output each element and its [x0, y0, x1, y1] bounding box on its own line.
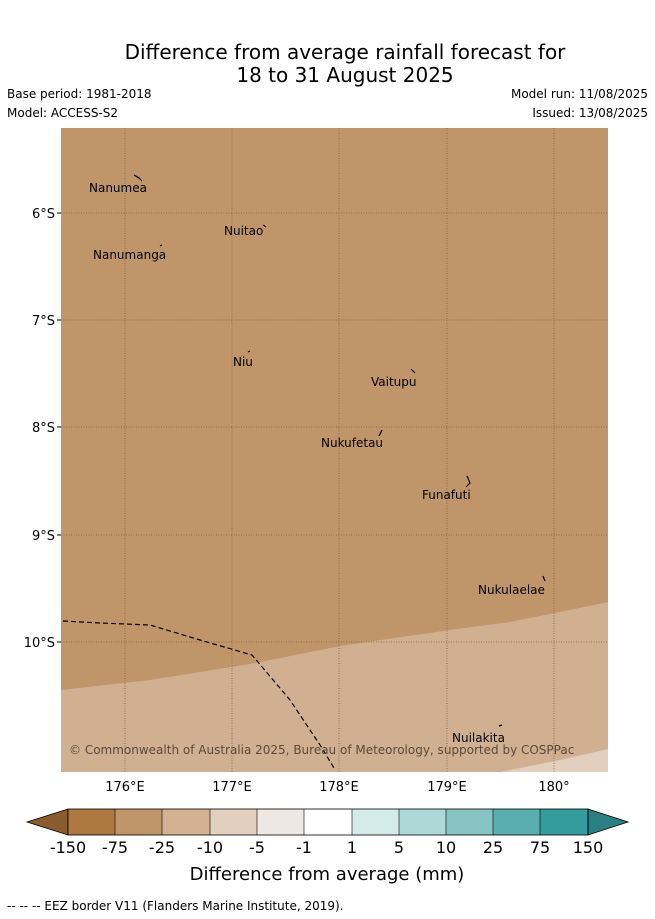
lat-label-10s: 10°S: [24, 636, 55, 651]
colorbar-tick: -10: [197, 838, 223, 857]
issued-date: Issued: 13/08/2025: [532, 106, 648, 120]
colorbar: -150 -75 -25 -10 -5 -1 1 5 10 25 75 150 …: [25, 808, 630, 885]
lon-label-179e: 179°E: [427, 780, 467, 795]
island-label-vaitupu: Vaitupu: [371, 375, 417, 389]
island-label-nukufetau: Nukufetau: [321, 436, 383, 450]
map-gridlines: [61, 128, 608, 772]
island-label-nanumanga: Nanumanga: [93, 248, 166, 262]
colorbar-tick: -5: [249, 838, 265, 857]
map-moderate-dry-region: [61, 602, 608, 772]
nukulaelae-outline: [542, 575, 546, 582]
colorbar-swatch: [162, 809, 210, 835]
nanumea-outline: [133, 174, 143, 182]
lat-label-9s: 9°S: [32, 529, 55, 544]
colorbar-tick: 75: [530, 838, 550, 857]
map-title: Difference from average rainfall forecas…: [0, 41, 655, 87]
colorbar-high-extend: [587, 808, 630, 836]
island-label-funafuti: Funafuti: [422, 488, 471, 502]
island-label-nuilakita: Nuilakita: [452, 731, 505, 745]
colorbar-swatch: [257, 809, 304, 835]
title-line-2: 18 to 31 August 2025: [236, 63, 454, 87]
colorbar-tick: 25: [483, 838, 503, 857]
map-near-average-region: [500, 749, 608, 772]
nanumanga-outline: [159, 244, 163, 247]
lat-label-6s: 6°S: [32, 207, 55, 222]
colorbar-tick: 5: [394, 838, 404, 857]
lat-ticks: [57, 212, 61, 643]
funafuti-outline: [465, 475, 471, 488]
vaitupu-outline: [410, 368, 416, 374]
colorbar-tick: 150: [573, 838, 604, 857]
island-outlines: [133, 174, 546, 727]
nuilakita-outline: [498, 724, 503, 727]
colorbar-tick: -1: [296, 838, 312, 857]
lon-label-180: 180°: [538, 780, 569, 795]
colorbar-tick: 10: [436, 838, 456, 857]
title-line-1: Difference from average rainfall forecas…: [124, 40, 566, 64]
model-run: Model run: 11/08/2025: [510, 87, 648, 101]
eez-footnote: -- -- -- EEZ border V11 (Flanders Marine…: [7, 899, 344, 913]
colorbar-swatch: [352, 809, 399, 835]
lat-label-8s: 8°S: [32, 421, 55, 436]
colorbar-dividers: [114, 809, 541, 835]
colorbar-tick: -25: [149, 838, 175, 857]
model-name: Model: ACCESS-S2: [7, 106, 119, 120]
eez-border: [62, 620, 335, 769]
colorbar-label: Difference from average (mm): [190, 864, 465, 885]
lon-label-177e: 177°E: [212, 780, 252, 795]
nukufetau-outline: [378, 429, 383, 437]
lon-label-178e: 178°E: [319, 780, 359, 795]
colorbar-tick: -75: [102, 838, 128, 857]
copyright-text: © Commonwealth of Australia 2025, Bureau…: [69, 743, 574, 757]
colorbar-low-extend: [25, 808, 69, 836]
island-label-nuitao: Nuitao: [224, 224, 263, 238]
colorbar-frame: [67, 808, 589, 836]
island-label-nukulaelae: Nukulaelae: [478, 583, 545, 597]
island-label-niu: Niu: [233, 355, 253, 369]
colorbar-tick: 1: [347, 838, 357, 857]
lon-label-176e: 176°E: [105, 780, 145, 795]
colorbar-swatch: [210, 809, 257, 835]
base-period: Base period: 1981-2018: [7, 87, 152, 101]
colorbar-swatch: [399, 809, 446, 835]
colorbar-swatch: [446, 809, 493, 835]
niu-outline: [247, 350, 251, 353]
colorbar-swatch: [115, 809, 162, 835]
colorbar-swatch: [493, 809, 540, 835]
colorbar-swatch: [68, 809, 115, 835]
colorbar-swatch: [304, 809, 352, 835]
colorbar-tick: -150: [50, 838, 86, 857]
nuitao-outline: [262, 224, 267, 228]
island-label-nanumea: Nanumea: [89, 181, 147, 195]
colorbar-swatch: [540, 809, 588, 835]
lat-label-7s: 7°S: [32, 314, 55, 329]
